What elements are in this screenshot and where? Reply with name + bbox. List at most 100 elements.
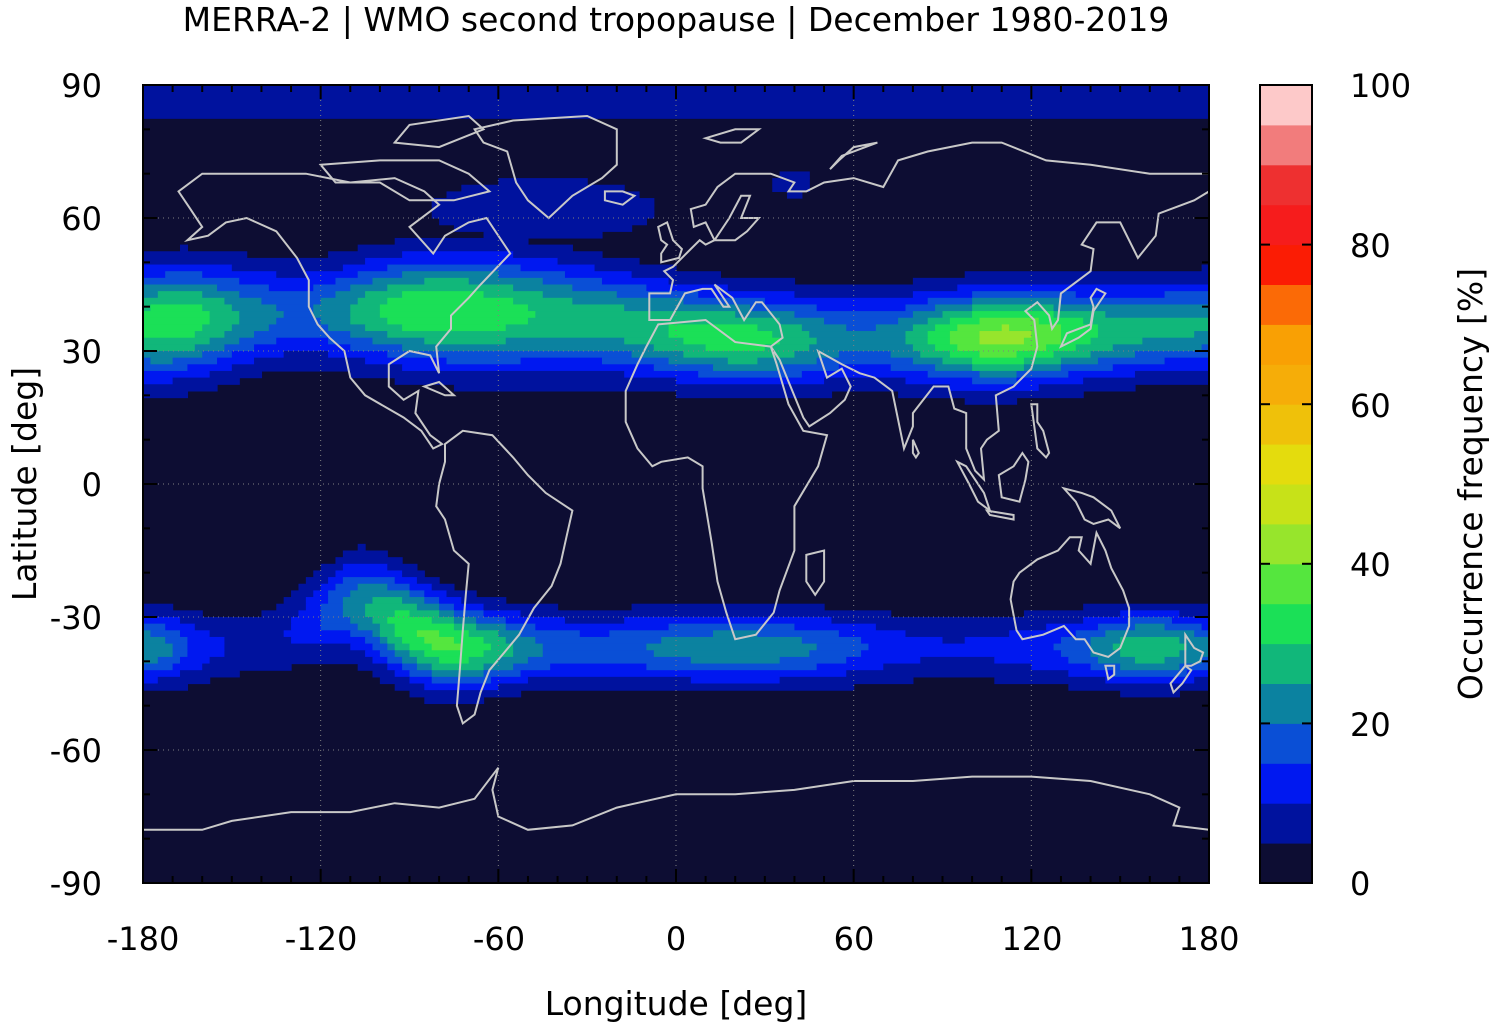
- heatmap-cell: [624, 370, 699, 379]
- heatmap-cell: [350, 331, 388, 339]
- heatmap-cell: [601, 277, 670, 286]
- heatmap-cell: [416, 577, 440, 585]
- heatmap-cell: [143, 636, 166, 645]
- coastline: [911, 439, 920, 460]
- heatmap-cell: [1075, 630, 1106, 638]
- heatmap-cell: [513, 643, 544, 651]
- heatmap-cell: [646, 663, 818, 671]
- colorbar-tick-label: 0: [1350, 865, 1370, 903]
- colorbar-swatch: [1260, 563, 1312, 605]
- heatmap-cell: [342, 603, 366, 611]
- heatmap-cell: [972, 357, 1025, 365]
- heatmap-cell: [365, 357, 448, 365]
- heatmap-cell: [143, 390, 189, 399]
- heatmap-cell: [157, 656, 181, 665]
- heatmap-cell: [1038, 317, 1084, 325]
- heatmap-cell: [143, 264, 233, 272]
- heatmap-cell: [224, 636, 292, 645]
- heatmap-cell: [1031, 663, 1092, 671]
- heatmap-cell: [202, 324, 233, 332]
- heatmap-cell: [683, 297, 766, 306]
- heatmap-cell: [1164, 357, 1209, 365]
- heatmap-cell: [801, 636, 862, 645]
- heatmap-cell: [801, 324, 847, 332]
- heatmap-cell: [394, 577, 418, 585]
- heatmap-cell: [439, 656, 470, 665]
- heatmap-cell: [446, 191, 640, 199]
- heatmap-cell: [453, 617, 477, 625]
- heatmap-cell: [187, 364, 233, 372]
- heatmap-cell: [143, 643, 174, 651]
- heatmap-cell: [912, 357, 944, 365]
- heatmap-cell: [239, 311, 285, 319]
- heatmap-cell: [357, 583, 388, 591]
- heatmap-cell: [1134, 623, 1166, 631]
- heatmap-cell: [379, 311, 536, 319]
- heatmap-cell: [409, 610, 440, 618]
- heatmap-cell: [254, 331, 351, 339]
- heatmap-cell: [594, 264, 677, 272]
- heatmap-cell: [172, 377, 240, 385]
- heatmap-cell: [224, 643, 351, 651]
- heatmap-cell: [1060, 364, 1114, 372]
- heatmap-cell: [261, 610, 300, 618]
- heatmap-cell: [143, 291, 159, 299]
- heatmap-cell: [1090, 337, 1143, 345]
- heatmap-cell: [772, 331, 810, 339]
- heatmap-cell: [498, 683, 855, 691]
- heatmap-cell: [527, 676, 692, 685]
- coastline: [1009, 529, 1131, 659]
- heatmap-cell: [143, 337, 211, 345]
- heatmap-cell: [653, 650, 810, 658]
- heatmap-cell: [357, 271, 403, 279]
- heatmap-cell: [1201, 623, 1209, 631]
- heatmap-cell: [313, 590, 329, 598]
- heatmap-cell: [890, 351, 921, 359]
- heatmap-cell: [764, 344, 810, 352]
- heatmap-cell: [372, 630, 381, 638]
- heatmap-cell: [372, 337, 425, 345]
- heatmap-cell: [143, 311, 211, 319]
- heatmap-cell: [942, 357, 973, 365]
- heatmap-cell: [202, 663, 292, 671]
- colorbar-ticks: [1260, 84, 1312, 884]
- coastline: [984, 509, 1015, 521]
- heatmap-cell: [727, 357, 759, 365]
- heatmap-cell: [372, 656, 388, 665]
- heatmap-cell: [209, 630, 285, 638]
- heatmap-cell: [824, 377, 907, 385]
- heatmap-cell: [143, 297, 226, 306]
- colorbar-swatch: [1260, 484, 1312, 525]
- heatmap-cell: [1194, 331, 1209, 339]
- heatmap-cell: [1127, 617, 1173, 625]
- heatmap-cell: [224, 344, 255, 352]
- heatmap-cell: [1179, 650, 1209, 658]
- heatmap-cell: [816, 357, 914, 365]
- colorbar-frame: [1259, 84, 1313, 884]
- heatmap-cell: [409, 583, 433, 591]
- heatmap-cell: [942, 311, 973, 319]
- x-tick-label: 60: [834, 920, 875, 958]
- heatmap-cell: [268, 284, 314, 292]
- heatmap-cell: [313, 311, 351, 319]
- coastline: [392, 114, 486, 149]
- heatmap-cell: [276, 603, 307, 611]
- heatmap-cell: [1083, 603, 1209, 611]
- heatmap-cell: [209, 656, 374, 665]
- heatmap-cell: [365, 603, 418, 611]
- heatmap-cell: [379, 676, 411, 685]
- heatmap-cell: [180, 656, 211, 665]
- colorbar-swatch: [1260, 723, 1312, 764]
- heatmap-cell: [202, 271, 277, 279]
- heatmap-cell: [365, 610, 396, 618]
- heatmap-cell: [402, 570, 425, 578]
- heatmap-cell: [143, 271, 166, 279]
- heatmap-cell: [483, 636, 507, 645]
- heatmap-cell: [342, 563, 388, 572]
- heatmap-cell: [920, 351, 951, 359]
- heatmap-cell: [387, 297, 514, 306]
- heatmap-cell: [143, 257, 366, 266]
- heatmap-cell: [424, 590, 448, 598]
- colorbar-tick-label: 80: [1350, 227, 1391, 265]
- heatmap-cell: [157, 676, 211, 685]
